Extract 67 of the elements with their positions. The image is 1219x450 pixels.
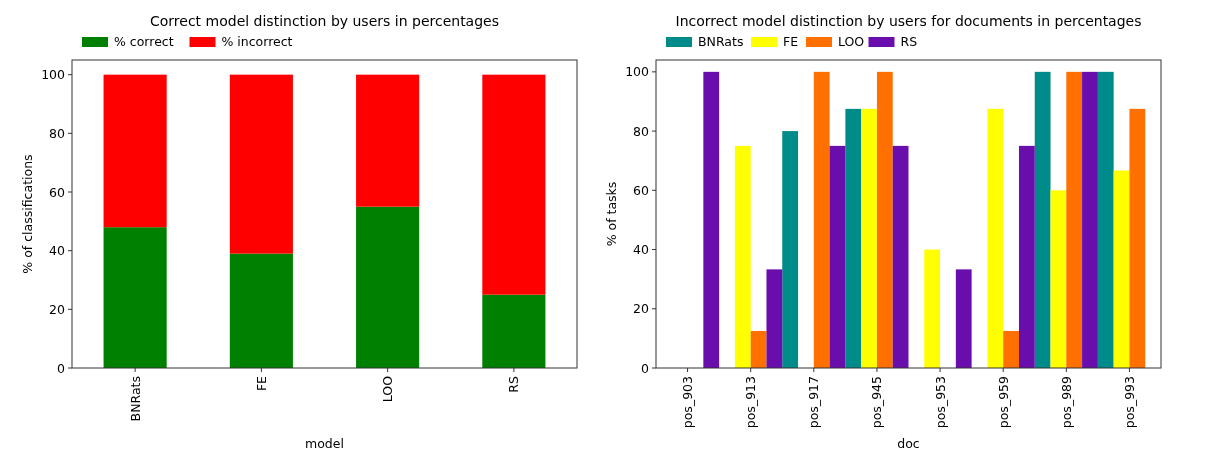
bar [750, 330, 767, 368]
y-tick-label: 80 [633, 123, 650, 139]
y-tick-label: 40 [49, 243, 66, 259]
x-tick-label: pos_959 [995, 375, 1011, 429]
bar [1003, 330, 1019, 368]
bar [103, 227, 167, 368]
bar [782, 131, 799, 368]
y-tick-label: 20 [49, 301, 66, 317]
bar [924, 249, 941, 368]
bar [829, 145, 846, 368]
bar [1129, 108, 1146, 368]
x-tick-label: pos_917 [806, 376, 822, 429]
bar [482, 294, 546, 368]
bar [1113, 170, 1130, 368]
x-tick-label: pos_913 [743, 376, 759, 429]
x-tick-label: BNRats [127, 376, 143, 422]
bar [1050, 190, 1067, 368]
bar [356, 206, 420, 368]
bar [766, 269, 783, 368]
bar [892, 145, 909, 368]
legend-label: RS [900, 34, 918, 49]
x-tick-label: pos_945 [869, 376, 885, 429]
bar [1018, 145, 1035, 368]
bar [876, 71, 893, 368]
y-tick-label: 100 [41, 67, 66, 83]
y-axis-title: % of tasks [604, 181, 619, 247]
bar [356, 74, 420, 207]
x-tick-label: pos_903 [680, 376, 696, 429]
x-axis-title: doc [897, 436, 920, 450]
bar [813, 71, 830, 368]
bar [734, 145, 751, 368]
y-tick-label: 20 [633, 301, 650, 317]
bar [103, 74, 167, 228]
bar [845, 108, 862, 368]
legend-label: BNRats [698, 34, 744, 49]
x-axis-title: model [305, 436, 344, 450]
y-tick-label: 0 [57, 360, 66, 376]
bar [1066, 71, 1083, 368]
bar [955, 269, 972, 368]
x-tick-label: RS [506, 375, 522, 393]
bar [1082, 71, 1098, 368]
bar [703, 71, 720, 368]
y-tick-label: 40 [633, 242, 650, 258]
bar [1097, 71, 1114, 368]
y-tick-label: 0 [641, 360, 650, 376]
x-tick-label: pos_989 [1058, 375, 1074, 429]
chart-title: Correct model distinction by users in percentages [150, 13, 499, 29]
bar [987, 108, 1004, 368]
bar [861, 108, 877, 368]
bar [229, 253, 293, 368]
bar [482, 74, 546, 295]
x-tick-label: FE [253, 375, 269, 392]
y-tick-label: 80 [49, 125, 66, 141]
legend-label: LOO [838, 34, 865, 49]
y-tick-label: 100 [625, 64, 650, 80]
y-tick-label: 60 [633, 182, 650, 198]
legend-label: % correct [114, 34, 174, 49]
bar [1034, 71, 1051, 368]
bar [229, 74, 293, 254]
x-tick-label: pos_993 [1121, 376, 1137, 429]
chart-title: Incorrect model distinction by users for documents in percentages [675, 13, 1142, 29]
y-tick-label: 60 [49, 184, 66, 200]
x-tick-label: pos_953 [932, 376, 948, 429]
legend-label: % incorrect [221, 34, 293, 49]
x-tick-label: LOO [380, 375, 396, 403]
y-axis-title: % of classifications [20, 154, 35, 274]
legend-label: FE [783, 34, 799, 49]
